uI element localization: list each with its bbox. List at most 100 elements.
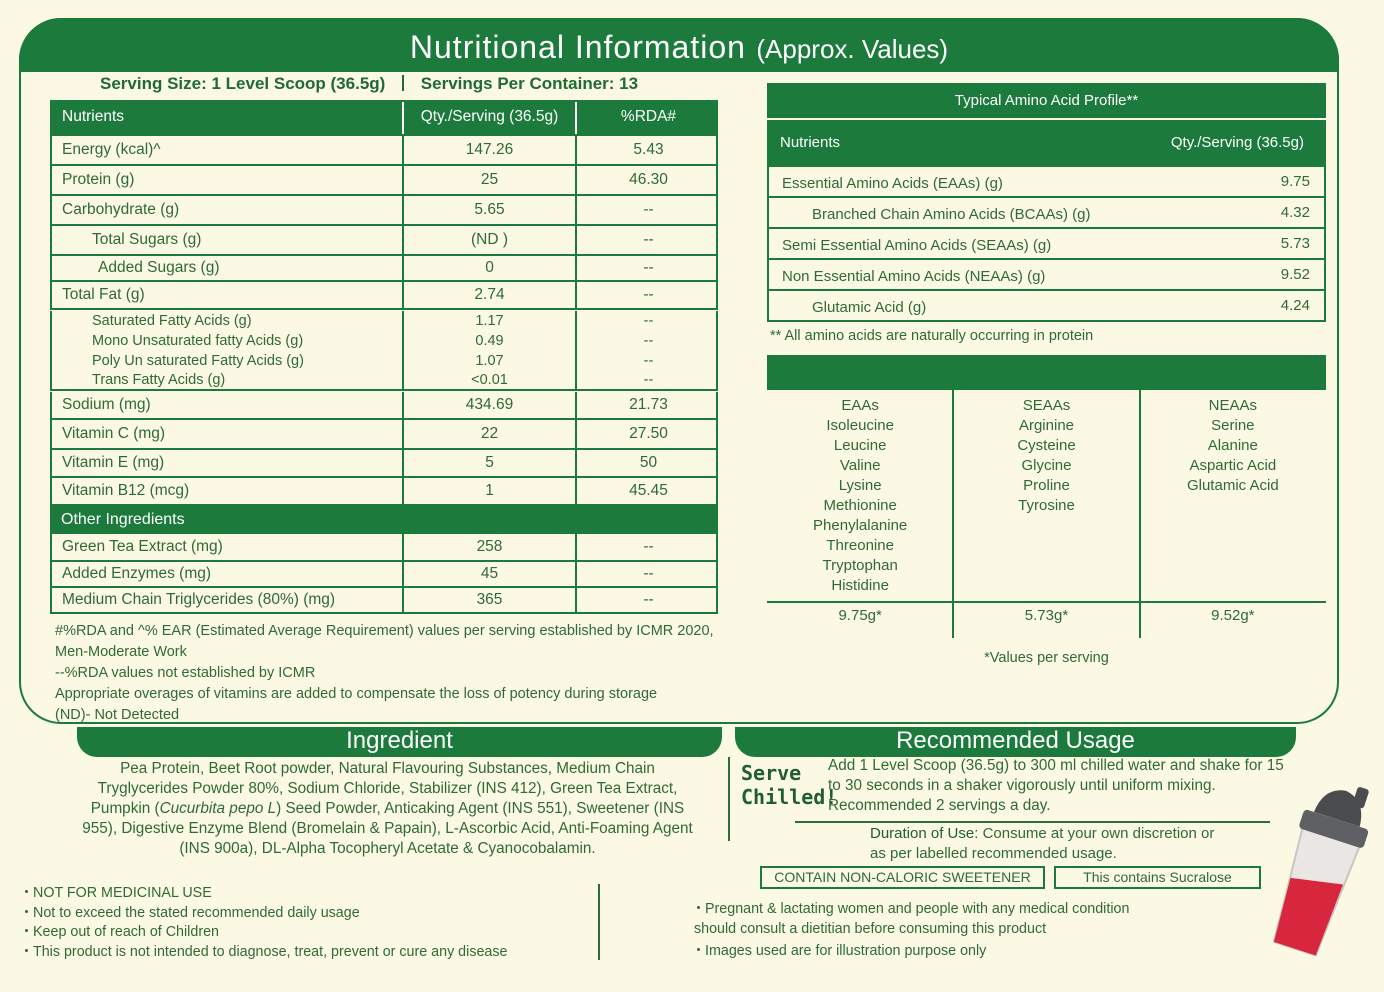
divider <box>402 75 405 91</box>
table-row: Total Fat (g) 2.74 -- <box>50 282 718 310</box>
amino-qty: 4.32 <box>1280 204 1310 221</box>
nutrient-name: Total Fat (g) <box>62 286 145 303</box>
amino-name: Non Essential Amino Acids (NEAAs) (g) <box>782 268 1046 285</box>
groups-note: *Values per serving <box>984 650 1109 666</box>
duration-text: Consume at your own discretion or as per… <box>870 825 1215 862</box>
warning: Keep out of reach of Children <box>22 923 592 943</box>
qty-value: 1.17 <box>402 311 575 331</box>
amino-name: Semi Essential Amino Acids (SEAAs) (g) <box>782 237 1052 254</box>
footnote: --%RDA values not established by ICMR <box>55 665 316 681</box>
group-item: Cysteine <box>1017 437 1076 454</box>
amino-row: Essential Amino Acids (EAAs) (g) 9.75 <box>767 167 1326 198</box>
shaker-icon <box>1272 787 1369 957</box>
nutrient-name: Vitamin C (mg) <box>62 425 166 442</box>
badge: This contains Sucralose <box>1054 866 1261 889</box>
qty-value: 434.69 <box>402 392 575 418</box>
group-item: Methionine <box>823 497 897 514</box>
qty-value: 1.07 <box>402 351 575 371</box>
amino-name: Glutamic Acid (g) <box>812 299 927 316</box>
group-total: 5.73g* <box>1024 607 1069 624</box>
footnote: Appropriate overages of vitamins are add… <box>55 686 658 702</box>
rda-value: -- <box>575 256 720 280</box>
group-item: Glycine <box>1021 457 1072 474</box>
sub-row: Poly Un saturated Fatty Acids (g) 1.07 -- <box>50 351 718 371</box>
serving-size: Serving Size: 1 Level Scoop (36.5g) <box>100 74 386 93</box>
rda-value: 27.50 <box>575 420 720 448</box>
amino-qty: 5.73 <box>1280 235 1310 252</box>
amino-title: Typical Amino Acid Profile** <box>767 83 1326 118</box>
nutrient-name: Vitamin E (mg) <box>62 454 165 471</box>
directions: Add 1 Level Scoop (36.5g) to 300 ml chil… <box>828 757 1284 814</box>
amino-row: Branched Chain Amino Acids (BCAAs) (g) 4.… <box>767 198 1326 229</box>
group-name: EAAs <box>841 397 879 414</box>
table-row: Carbohydrate (g) 5.65 -- <box>50 196 718 226</box>
ingredient-part: Cucurbita pepo L <box>159 800 277 817</box>
group-item: Arginine <box>1018 417 1075 434</box>
group-column: NEAAs Serine Alanine Aspartic Acid Glutamic … <box>1140 396 1326 496</box>
nutrient-name: Total Sugars (g) <box>92 231 202 248</box>
serving-line: Serving Size: 1 Level Scoop (36.5g) Serv… <box>100 74 638 94</box>
group-divider <box>952 390 955 638</box>
ingredient-part: Pea Protein, Beet Root powder, Natural F… <box>90 760 678 817</box>
qty-value: <0.01 <box>402 371 575 389</box>
table-header: Nutrients Qty./Serving (36.5g) %RDA# <box>50 100 718 136</box>
qty-value: Qty./Serving (36.5g) <box>402 100 575 134</box>
rda-value: -- <box>575 534 720 560</box>
nutrient-name: Medium Chain Triglycerides (80%) (mg) <box>62 591 336 608</box>
table-row: Green Tea Extract (mg) 258 -- <box>50 534 718 562</box>
group-item: Phenylalanine <box>813 517 908 534</box>
amino-header: Nutrients Qty./Serving (36.5g) <box>767 120 1326 165</box>
qty-value: 147.26 <box>402 136 575 164</box>
qty-value: 365 <box>402 588 575 612</box>
amino-qty: 4.24 <box>1280 297 1310 314</box>
nutrient-name: Mono Unsaturated fatty Acids (g) <box>92 333 304 349</box>
section-header: Other Ingredients <box>50 506 718 534</box>
column-header: Qty./Serving (36.5g) <box>1170 134 1304 151</box>
sub-row: Total Sugars (g) (ND ) -- <box>50 226 718 256</box>
rda-value: 21.73 <box>575 392 720 418</box>
warning: Not to exceed the stated recommended dai… <box>22 904 592 924</box>
sub-row: Added Sugars (g) 0 -- <box>50 256 718 282</box>
group-item: Tryptophan <box>822 557 898 574</box>
group-item: Threonine <box>826 537 894 554</box>
group-item: Valine <box>839 457 881 474</box>
nutrient-name: Protein (g) <box>62 171 135 188</box>
nutrient-name: Carbohydrate (g) <box>62 201 180 218</box>
title: Nutritional Information <box>409 29 746 65</box>
group-divider <box>1138 390 1141 638</box>
rda-value: 46.30 <box>575 166 720 194</box>
qty-value: (ND ) <box>402 226 575 254</box>
group-item: Glutamic Acid <box>1186 477 1279 494</box>
table-row: Energy (kcal)^ 147.26 5.43 <box>50 136 718 166</box>
warnings-right: Pregnant & lactating women and people wi… <box>694 900 1164 962</box>
rda-value: -- <box>575 331 720 351</box>
duration-label: Duration of Use: <box>870 825 979 842</box>
amino-row: Semi Essential Amino Acids (SEAAs) (g) 5.… <box>767 229 1326 260</box>
nutrient-name: Trans Fatty Acids (g) <box>92 372 226 388</box>
qty-value: 25 <box>402 166 575 194</box>
nutrient-name: Energy (kcal)^ <box>62 141 161 158</box>
table-top-border <box>50 100 718 102</box>
qty-value: 2.74 <box>402 282 575 308</box>
duration: Duration of Use: Consume at your own dis… <box>870 824 1215 864</box>
table-row: Vitamin B12 (mcg) 1 45.45 <box>50 478 718 506</box>
nutrient-name: Added Enzymes (mg) <box>62 565 212 582</box>
usage-band: Recommended Usage <box>735 727 1296 757</box>
serve-chilled: Serve Chilled! <box>741 761 838 809</box>
table-row: Sodium (mg) 434.69 21.73 <box>50 392 718 420</box>
qty-value: 5 <box>402 450 575 476</box>
footnotes: #%RDA and ^% EAR (Estimated Average Requ… <box>55 621 730 726</box>
amino-qty: 9.52 <box>1280 266 1310 283</box>
rda-value: -- <box>575 196 720 224</box>
nutrient-name: Vitamin B12 (mcg) <box>62 482 190 499</box>
group-item: Leucine <box>833 437 887 454</box>
amino-name: Essential Amino Acids (EAAs) (g) <box>782 175 1003 192</box>
footnote: #%RDA and ^% EAR (Estimated Average Requ… <box>55 623 714 660</box>
rda-value: 5.43 <box>575 136 720 164</box>
nutrient-name: Green Tea Extract (mg) <box>62 538 223 555</box>
usage-divider <box>728 757 730 841</box>
group-column: EAAs Isoleucine Leucine Valine Lysine Methion… <box>767 396 953 596</box>
qty-value: 258 <box>402 534 575 560</box>
table-row: Vitamin C (mg) 22 27.50 <box>50 420 718 450</box>
table-row: Vitamin E (mg) 5 50 <box>50 450 718 478</box>
